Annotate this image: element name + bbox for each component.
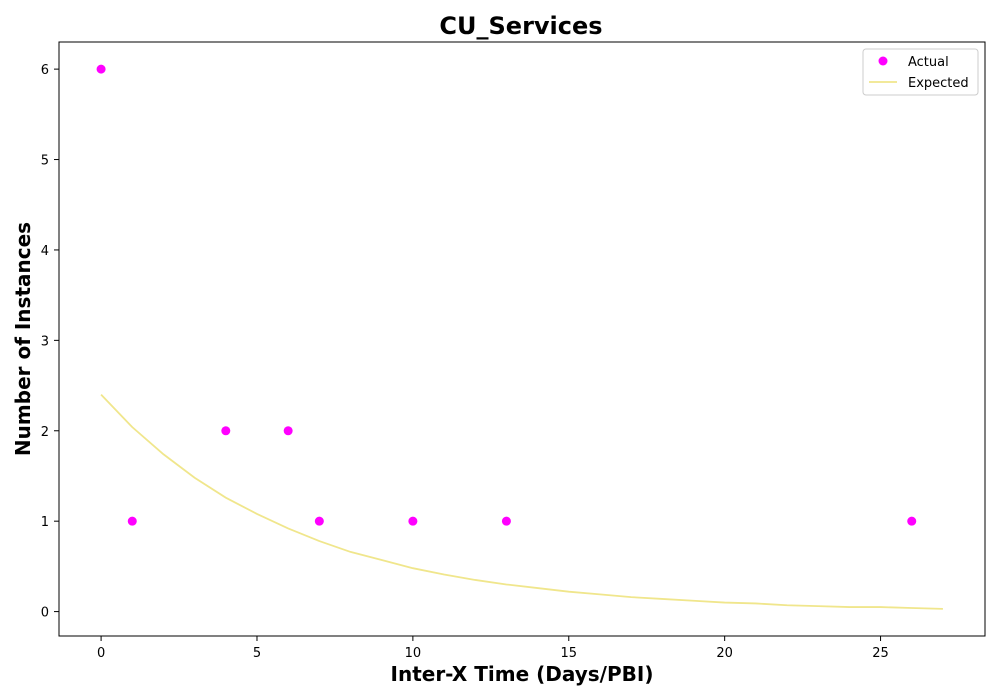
legend-label: Expected (908, 76, 969, 91)
expected-line (100, 393, 943, 610)
actual-point (408, 516, 418, 526)
y-tick-label: 6 (41, 63, 49, 78)
legend-marker-actual (878, 56, 888, 66)
y-tick-label: 0 (41, 606, 49, 621)
y-axis-label: Number of Instances (11, 222, 35, 456)
actual-point (501, 516, 511, 526)
x-tick-label: 25 (872, 646, 889, 661)
x-axis-label: Inter-X Time (Days/PBI) (391, 662, 654, 686)
x-axis-ticks: 0 5 10 15 20 25 (97, 636, 889, 661)
series-layer (96, 64, 943, 610)
actual-point (907, 516, 917, 526)
actual-point (314, 516, 324, 526)
plot-frame (58, 41, 986, 637)
actual-point (283, 426, 293, 436)
legend-label: Actual (908, 55, 949, 70)
actual-point (221, 426, 231, 436)
chart-title: CU_Services (439, 12, 602, 40)
actual-point (127, 516, 137, 526)
y-tick-label: 5 (41, 154, 49, 169)
x-tick-label: 0 (97, 646, 105, 661)
y-tick-label: 2 (41, 425, 49, 440)
y-tick-label: 4 (41, 244, 49, 259)
actual-point (96, 64, 106, 74)
legend: Actual Expected (862, 48, 979, 96)
y-tick-label: 1 (41, 515, 49, 530)
x-tick-label: 5 (253, 646, 261, 661)
legend-box (862, 48, 979, 96)
x-tick-label: 20 (716, 646, 733, 661)
y-tick-label: 3 (41, 334, 49, 349)
x-tick-label: 15 (560, 646, 577, 661)
x-tick-label: 10 (405, 646, 422, 661)
y-axis-ticks: 0 1 2 3 4 5 6 (41, 63, 59, 621)
